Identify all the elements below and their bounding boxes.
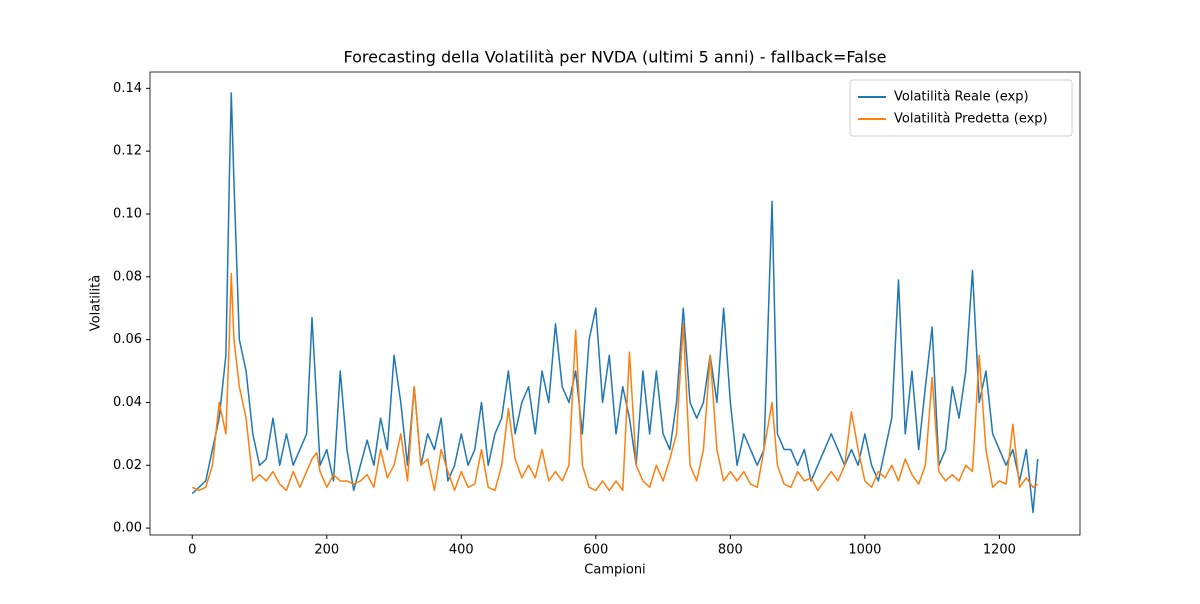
legend-label: Volatilità Predetta (exp) <box>894 112 1048 127</box>
legend: Volatilità Reale (exp) Volatilità Predett… <box>849 79 1073 137</box>
x-tick-label: 0 <box>188 543 196 558</box>
x-tick-label: 400 <box>449 543 474 558</box>
x-axis-label: Campioni <box>584 563 645 578</box>
data-line <box>191 272 1039 492</box>
y-tick-label: 0.00 <box>113 521 142 536</box>
y-tick-label: 0.02 <box>113 458 142 473</box>
x-tick-label: 200 <box>314 543 339 558</box>
chart-title: Forecasting della Volatilità per NVDA (u… <box>343 48 886 67</box>
y-tick-label: 0.12 <box>113 144 142 159</box>
plot-frame <box>149 71 1081 536</box>
x-tick-label: 800 <box>718 543 743 558</box>
x-tick-label: 600 <box>583 543 608 558</box>
y-tick-label: 0.08 <box>113 269 142 284</box>
y-axis-label: Volatilità <box>89 275 104 331</box>
legend-label: Volatilità Reale (exp) <box>894 90 1029 105</box>
x-tick-label: 1200 <box>983 543 1016 558</box>
y-tick-label: 0.06 <box>113 332 142 347</box>
data-line <box>191 92 1039 514</box>
legend-box <box>849 79 1073 137</box>
y-tick-label: 0.14 <box>113 81 142 96</box>
y-tick-label: 0.04 <box>113 395 142 410</box>
y-tick-label: 0.10 <box>113 206 142 221</box>
x-tick-label: 1000 <box>848 543 881 558</box>
